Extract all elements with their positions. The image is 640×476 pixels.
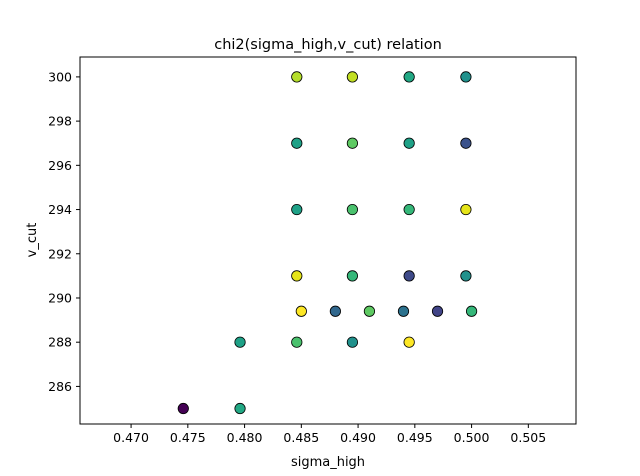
y-tick-label: 294 (48, 202, 72, 217)
plot-frame (79, 56, 577, 425)
scatter-point (346, 336, 359, 348)
y-tick-label: 296 (48, 158, 72, 173)
scatter-point (403, 336, 415, 348)
scatter-point (460, 137, 472, 149)
scatter-point (234, 336, 246, 348)
scatter-point (291, 137, 303, 149)
x-tick-label: 0.495 (397, 430, 433, 445)
scatter-point (346, 203, 359, 216)
scatter-point (403, 270, 415, 282)
x-axis-label: sigma_high (291, 455, 365, 470)
scatter-point (329, 305, 341, 317)
scatter-point (465, 305, 478, 317)
scatter-point (460, 270, 472, 282)
scatter-point (346, 71, 359, 83)
scatter-point (460, 203, 472, 216)
y-tick-label: 298 (48, 114, 72, 129)
y-tick-label: 300 (48, 69, 72, 84)
scatter-point (431, 305, 444, 317)
x-tick-label: 0.480 (227, 430, 263, 445)
x-tick-label: 0.470 (113, 430, 149, 445)
x-tick-label: 0.485 (283, 430, 319, 445)
x-tick-label: 0.475 (170, 430, 206, 445)
scatter-point (346, 137, 359, 149)
y-tick-label: 286 (48, 379, 72, 394)
x-tick-label: 0.490 (340, 430, 376, 445)
scatter-point (403, 137, 415, 149)
scatter-point (403, 203, 415, 216)
scatter-point (403, 71, 415, 83)
scatter-point (291, 203, 303, 216)
scatter-point (460, 71, 472, 83)
scatter-point (177, 402, 189, 415)
x-tick-label: 0.500 (454, 430, 490, 445)
y-tick-label: 292 (48, 246, 72, 261)
scatter-point (397, 305, 410, 317)
scatter-point (363, 305, 376, 317)
chart-title: chi2(sigma_high,v_cut) relation (214, 37, 442, 53)
scatter-point (291, 270, 303, 282)
scatter-point (295, 305, 307, 317)
x-axis-ticks: 0.470 0.475 0.480 0.485 0.490 0.495 0.500 0.505 (113, 424, 546, 445)
x-tick-label: 0.505 (510, 430, 546, 445)
y-tick-label: 288 (48, 335, 72, 350)
scatter-point (234, 402, 246, 415)
y-axis-label: v_cut (25, 223, 40, 258)
data-points (177, 71, 478, 415)
scatter-point (291, 71, 303, 83)
y-axis-ticks: 286 288 290 292 294 296 298 300 (48, 69, 80, 394)
scatter-point (291, 336, 303, 348)
y-tick-label: 290 (48, 290, 72, 305)
scatter-point (346, 270, 359, 282)
